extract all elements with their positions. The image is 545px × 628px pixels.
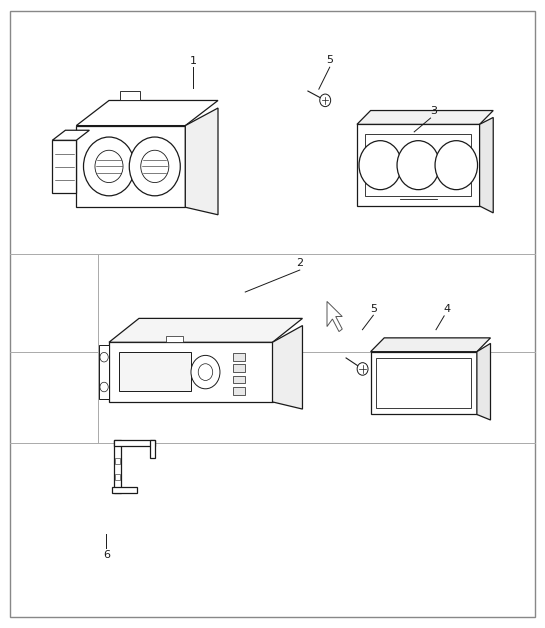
Polygon shape: [480, 117, 493, 213]
Polygon shape: [52, 130, 89, 140]
Text: 5: 5: [370, 304, 377, 314]
Polygon shape: [185, 108, 218, 215]
Bar: [116, 458, 120, 463]
Circle shape: [359, 141, 402, 190]
Circle shape: [320, 94, 331, 107]
Text: 1: 1: [190, 56, 197, 66]
Circle shape: [100, 352, 108, 362]
Bar: [116, 474, 120, 480]
Circle shape: [397, 141, 440, 190]
Bar: [233, 353, 245, 360]
Circle shape: [357, 363, 368, 375]
Bar: [114, 440, 155, 446]
Circle shape: [191, 355, 220, 389]
Polygon shape: [109, 318, 302, 342]
Bar: [150, 440, 155, 458]
Circle shape: [435, 141, 477, 190]
Text: 5: 5: [326, 55, 333, 65]
Polygon shape: [357, 111, 493, 124]
Bar: [166, 337, 183, 342]
Bar: [99, 345, 109, 399]
Bar: [119, 352, 191, 391]
Polygon shape: [327, 301, 342, 332]
Bar: [366, 134, 471, 196]
Bar: [371, 352, 477, 414]
Bar: [233, 387, 245, 395]
Text: 2: 2: [296, 258, 304, 268]
Circle shape: [100, 382, 108, 392]
Text: 4: 4: [443, 304, 451, 314]
Bar: [233, 376, 245, 384]
Text: 3: 3: [430, 106, 437, 116]
Circle shape: [141, 150, 169, 183]
Bar: [109, 342, 272, 402]
Bar: [233, 364, 245, 372]
Text: 6: 6: [103, 550, 110, 560]
Bar: [114, 440, 121, 493]
Circle shape: [95, 150, 123, 183]
Polygon shape: [76, 100, 218, 126]
Polygon shape: [477, 344, 490, 420]
Polygon shape: [371, 338, 490, 352]
Bar: [76, 126, 185, 207]
Circle shape: [129, 137, 180, 196]
Circle shape: [83, 137, 135, 196]
Bar: [120, 90, 140, 100]
Circle shape: [198, 364, 213, 381]
Bar: [112, 487, 136, 493]
Bar: [357, 124, 480, 206]
Polygon shape: [272, 325, 302, 409]
Bar: [376, 358, 471, 408]
Bar: [52, 140, 76, 193]
